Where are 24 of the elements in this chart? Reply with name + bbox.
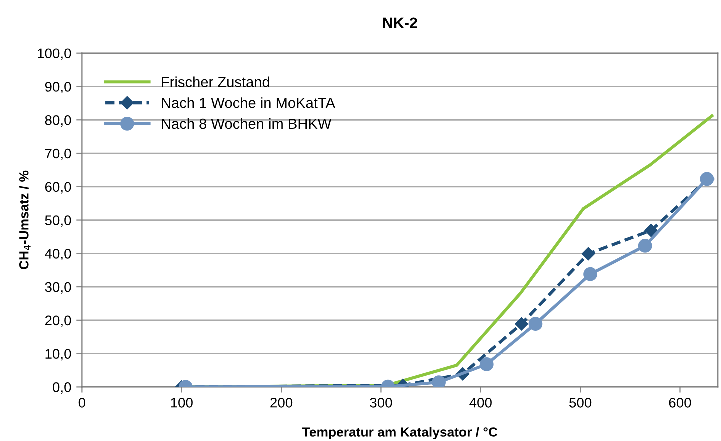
y-tick-label: 10,0 [46,349,72,361]
y-tick-label: 30,0 [45,282,72,294]
x-tick-label: 500 [570,398,592,408]
x-tick-label: 0 [78,398,86,408]
x-tick-label: 100 [171,398,193,408]
y-tick-label: 40,0 [45,248,72,260]
x-tick-label: 600 [669,398,692,408]
y-tick-label: 90,0 [45,82,72,94]
y-tick-label: 70,0 [45,148,72,160]
legend-label: Nach 8 Wochen im BHKW [162,118,332,130]
x-tick-label: 400 [470,398,492,408]
x-tick-label: 200 [270,398,293,408]
legend-label: Frischer Zustand [162,76,270,88]
y-tick-label: 100,0 [38,48,72,60]
y-tick-label: 80,0 [45,115,72,127]
legend-label: Nach 1 Woche in MoKatTA [162,98,336,108]
x-tick-label: 300 [370,398,392,408]
y-tick-label: 20,0 [45,316,72,328]
y-tick-label: 60,0 [45,182,72,194]
x-axis-title: Temperatur am Katalysator / °C [302,427,498,440]
y-axis-title: CH$_{4}$-Umsatz / % [19,170,31,270]
chart-title: NK-2 [383,18,418,28]
y-tick-label: 0,0 [53,382,72,394]
y-tick-label: 50,0 [45,216,72,228]
